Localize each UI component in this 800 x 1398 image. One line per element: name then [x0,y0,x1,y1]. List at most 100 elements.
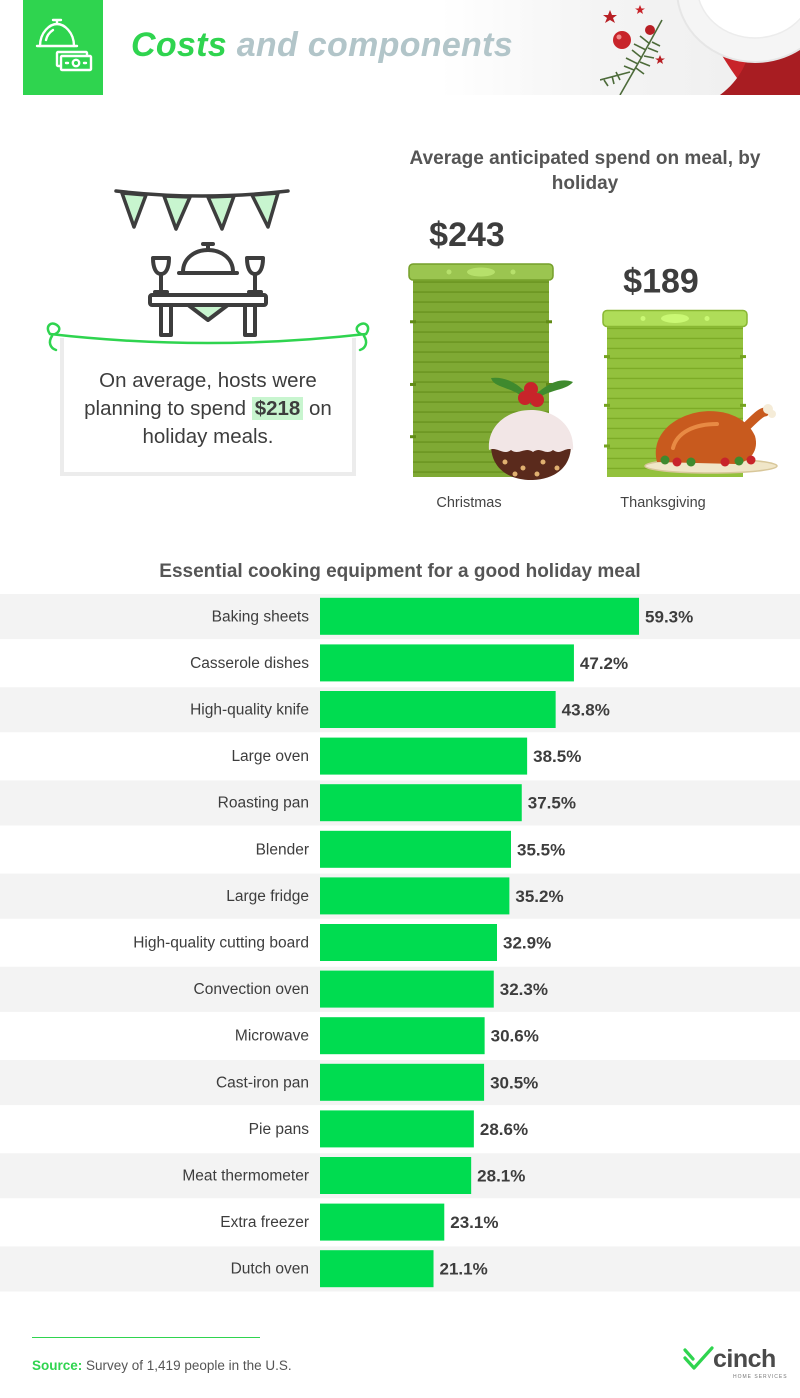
equipment-chart-title: Essential cooking equipment for a good h… [159,561,641,582]
category-label: Large fridge [226,888,309,905]
money-bill-seal [661,313,689,323]
pudding-raisin [520,465,526,471]
dinner-table-icon [148,242,268,337]
brand-subtitle: HOME SERVICES [733,1374,788,1380]
bar-casserole-dishes [320,644,574,682]
bar-cast-iron-pan [320,1063,485,1101]
pudding-body [491,445,571,480]
turkey-garnish [660,455,670,465]
category-label: Convection oven [194,981,309,998]
pudding-raisin [512,471,518,477]
money-value-label: $189 [623,262,699,300]
bar-dutch-oven [320,1250,434,1288]
value-label: 21.1% [440,1260,488,1279]
value-label: 30.6% [491,1027,539,1046]
pudding-icing [488,410,574,452]
holiday-spend-chart-title: Average anticipated spend on meal, by ho… [409,148,761,194]
pudding-raisin [540,459,546,465]
category-label: Dutch oven [231,1261,309,1278]
category-label: Baking sheets [212,608,310,625]
source-text: Survey of 1,419 people in the U.S. [82,1358,292,1373]
category-label: Large oven [231,748,309,765]
value-label: 35.5% [517,840,565,859]
value-label: 32.9% [503,934,551,953]
money-bill-seal [467,267,495,277]
money-band-mark [410,382,416,386]
money-band-mark [604,403,610,407]
turkey-garnish [672,457,682,467]
bar-pie-pans [320,1110,474,1148]
value-label: 38.5% [533,747,581,766]
pudding-raisin [554,465,560,471]
value-label: 23.1% [450,1213,498,1232]
category-label: Pie pans [249,1121,310,1138]
cloche-cash-icon [35,18,93,72]
category-label: Microwave [235,1028,309,1045]
bunting-decoration [114,189,290,231]
page-title-rest: and components [236,26,513,64]
holly-leaf [491,377,531,405]
category-label: Extra freezer [220,1214,309,1231]
pudding-raisin [534,471,540,477]
turkey-garnish [734,456,744,466]
money-band-mark [546,382,552,386]
value-label: 30.5% [490,1073,538,1092]
source-note: Source: Survey of 1,419 people in the U.… [32,1358,292,1373]
money-band-mark [740,355,746,359]
value-label: 28.6% [480,1120,528,1139]
brand-logo: cinch [713,1345,776,1373]
turkey-bone [768,410,776,418]
turkey-garnish [686,457,696,467]
category-label: Roasting pan [218,795,309,812]
bar-baking-sheets [320,597,640,635]
money-band-mark [546,320,552,324]
value-label: 47.2% [580,654,628,673]
callout-text-before: On average, hosts were planning to spend [84,369,317,420]
category-label: Cast-iron pan [216,1074,309,1091]
christmas-pudding-icon [488,377,574,480]
bar-high-quality-knife [320,691,556,728]
value-label: 37.5% [528,794,576,813]
money-band-mark [410,320,416,324]
money-bill-dot [704,315,710,321]
vine-decoration [46,322,370,352]
callout-amount: $218 [251,397,304,420]
callout-text: On average, hosts were planning to spend… [64,367,352,451]
bar-blender [320,830,511,868]
value-label: 35.2% [515,887,563,906]
header-icon-box [23,0,103,95]
bar-meat-thermometer [320,1157,472,1194]
callout-box [60,338,356,476]
value-label: 43.8% [562,701,610,720]
money-band-mark [604,355,610,359]
turkey-highlight [671,422,719,450]
turkey-garnish [746,455,756,465]
pudding-raisin [502,459,508,465]
holly-leaf [531,380,573,405]
roast-turkey-icon [644,404,778,474]
category-label: High-quality knife [190,702,309,719]
bar-extra-freezer [320,1203,445,1241]
money-band-mark [410,435,416,439]
christmas-table-decoration [600,0,800,95]
category-label: Blender [256,841,309,858]
money-bill-dot [446,269,452,275]
equipment-chart: Baking sheets 59.3% Casserole dishes 47.2% H… [0,594,800,1292]
page-title: Costs and components [131,26,513,65]
turkey-leg [740,407,770,433]
holiday-spend-chart: $243 Christmas $189 Thanksgiving [408,216,778,511]
footer-divider [32,1337,260,1338]
source-label: Source: [32,1358,83,1373]
bar-microwave [320,1017,485,1055]
money-value-label: $243 [429,216,505,254]
value-label: 28.1% [477,1167,525,1186]
bar-large-oven [320,737,528,775]
value-label: 59.3% [645,607,693,626]
turkey-garnish [720,457,730,467]
money-category-label: Thanksgiving [620,495,705,511]
bar-roasting-pan [320,784,522,822]
cinch-check-icon [683,1346,714,1370]
holly-berry [530,393,544,407]
header-banner: Costs and components [0,0,800,95]
money-band-mark [604,444,610,448]
